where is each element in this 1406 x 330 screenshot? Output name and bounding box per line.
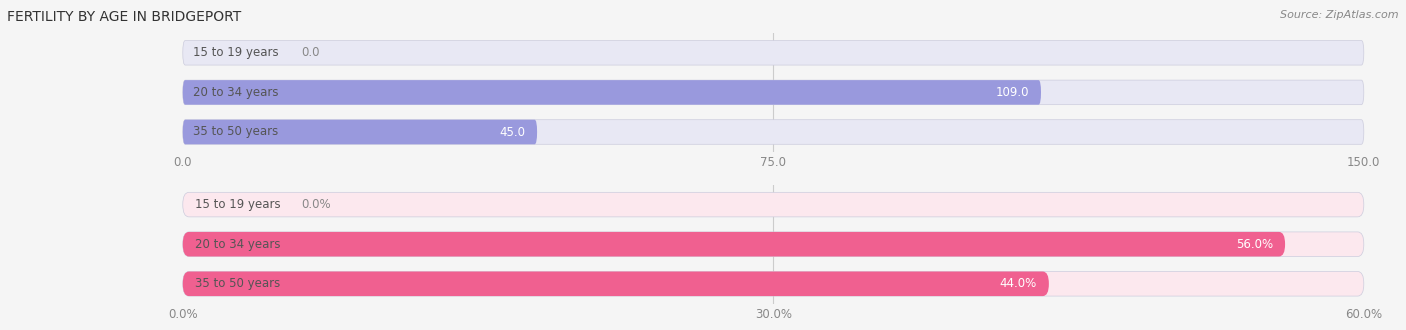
FancyBboxPatch shape (183, 232, 1285, 256)
Text: 15 to 19 years: 15 to 19 years (195, 198, 281, 211)
FancyBboxPatch shape (183, 80, 1040, 105)
Text: 20 to 34 years: 20 to 34 years (195, 238, 281, 251)
FancyBboxPatch shape (183, 192, 1364, 217)
FancyBboxPatch shape (183, 272, 1364, 296)
Text: 0.0%: 0.0% (301, 198, 330, 211)
Text: 44.0%: 44.0% (1000, 277, 1038, 290)
Text: 35 to 50 years: 35 to 50 years (195, 277, 281, 290)
Text: 109.0: 109.0 (995, 86, 1029, 99)
FancyBboxPatch shape (183, 80, 1364, 105)
FancyBboxPatch shape (183, 120, 537, 144)
Text: 56.0%: 56.0% (1236, 238, 1274, 251)
Text: 0.0: 0.0 (301, 46, 319, 59)
FancyBboxPatch shape (183, 41, 1364, 65)
Text: 20 to 34 years: 20 to 34 years (194, 86, 278, 99)
Text: 35 to 50 years: 35 to 50 years (194, 125, 278, 139)
Text: FERTILITY BY AGE IN BRIDGEPORT: FERTILITY BY AGE IN BRIDGEPORT (7, 10, 242, 24)
Text: Source: ZipAtlas.com: Source: ZipAtlas.com (1281, 10, 1399, 20)
Text: 45.0: 45.0 (499, 125, 526, 139)
Text: 15 to 19 years: 15 to 19 years (194, 46, 278, 59)
FancyBboxPatch shape (183, 232, 1364, 256)
FancyBboxPatch shape (183, 272, 1049, 296)
FancyBboxPatch shape (183, 120, 1364, 144)
